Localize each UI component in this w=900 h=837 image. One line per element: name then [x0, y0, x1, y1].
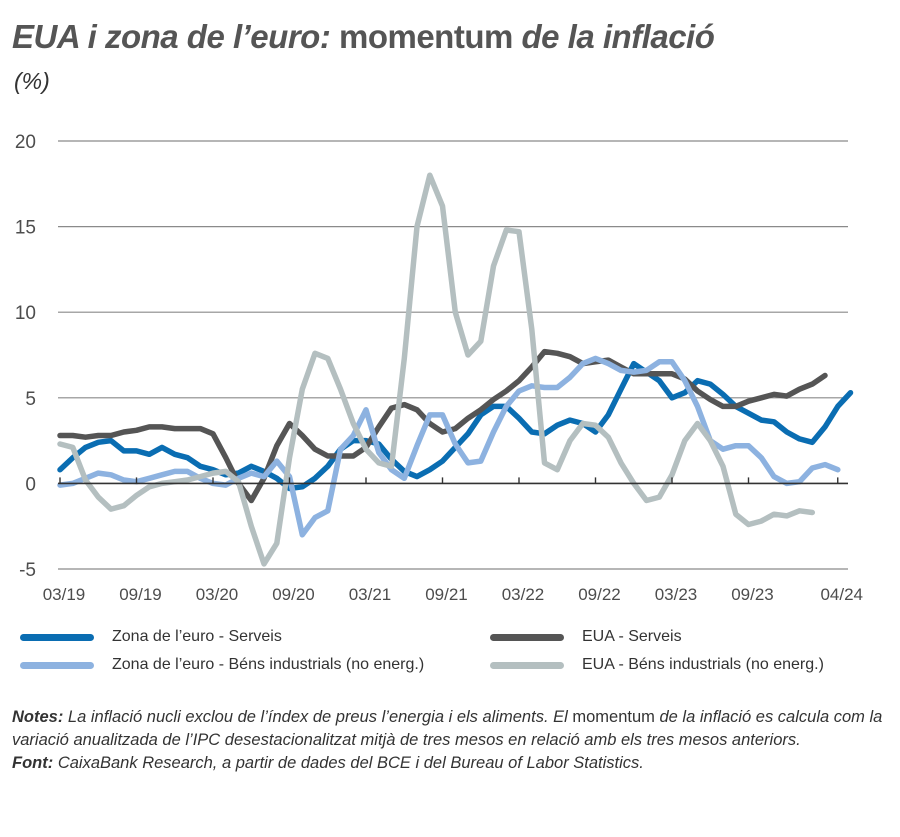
title-part-3: de la inflació [521, 18, 715, 55]
y-tick-label: 10 [15, 303, 36, 324]
legend-swatch [490, 633, 564, 641]
y-tick-label: 15 [15, 218, 36, 239]
x-tick-label: 03/21 [349, 585, 392, 604]
y-tick-label: 5 [25, 389, 36, 410]
x-tick-label: 04/24 [820, 585, 863, 604]
x-tick-label: 03/20 [196, 585, 239, 604]
y-tick-label: -5 [19, 560, 36, 581]
title-part-1: EUA i zona de l’euro: [12, 18, 339, 55]
series-line-3 [57, 172, 816, 567]
legend-swatch [20, 633, 94, 641]
source-label: Font: [12, 754, 54, 772]
legend: Zona de l’euro - Serveis EUA - Serveis Z… [20, 628, 890, 688]
title-part-2: momentum [338, 18, 522, 55]
x-tick-label: 03/22 [502, 585, 545, 604]
legend-label: EUA - Serveis [582, 628, 682, 645]
notes: Notes: La inflació nucli exclou de l’índ… [12, 706, 892, 775]
legend-label: Zona de l’euro - Serveis [112, 628, 282, 645]
x-tick-label: 09/22 [578, 585, 621, 604]
notes-paragraph: Notes: La inflació nucli exclou de l’índ… [12, 706, 892, 752]
x-tick-label: 09/19 [119, 585, 162, 604]
chart-unit: (%) [14, 68, 50, 94]
legend-swatch [490, 661, 564, 669]
y-tick-label: 0 [25, 474, 36, 495]
notes-momentum: momentum [572, 708, 655, 726]
series-line-1 [57, 348, 828, 504]
notes-text: La inflació nucli exclou de l’índex de p… [63, 708, 573, 726]
legend-item-us-goods: EUA - Béns industrials (no energ.) [490, 656, 824, 674]
source-line: Font: CaixaBank Research, a partir de da… [12, 752, 892, 775]
line-chart: 20 15 10 5 0 -5 03/19 09/19 03/20 09/20 03/21 09/21… [15, 132, 863, 604]
notes-label: Notes: [12, 708, 64, 726]
x-tick-label: 09/21 [425, 585, 468, 604]
series-line-2 [57, 355, 841, 538]
legend-label: Zona de l’euro - Béns industrials (no en… [112, 656, 425, 673]
x-tick-label: 09/20 [272, 585, 315, 604]
legend-label: EUA - Béns industrials (no energ.) [582, 656, 824, 673]
x-tick-label: 03/19 [43, 585, 86, 604]
legend-item-ez-services: Zona de l’euro - Serveis [20, 628, 282, 646]
x-tick-label: 09/23 [731, 585, 774, 604]
legend-swatch [20, 661, 94, 669]
notes-text-cont: de la inflació es calcula com la variaci… [12, 708, 883, 749]
y-tick-label: 20 [15, 132, 36, 153]
source-text: CaixaBank Research, a partir de dades de… [53, 754, 644, 772]
chart-title: EUA i zona de l’euro: momentum de la inf… [12, 18, 715, 56]
legend-item-ez-goods: Zona de l’euro - Béns industrials (no en… [20, 656, 424, 674]
legend-item-us-services: EUA - Serveis [490, 628, 682, 646]
x-tick-label: 03/23 [655, 585, 698, 604]
